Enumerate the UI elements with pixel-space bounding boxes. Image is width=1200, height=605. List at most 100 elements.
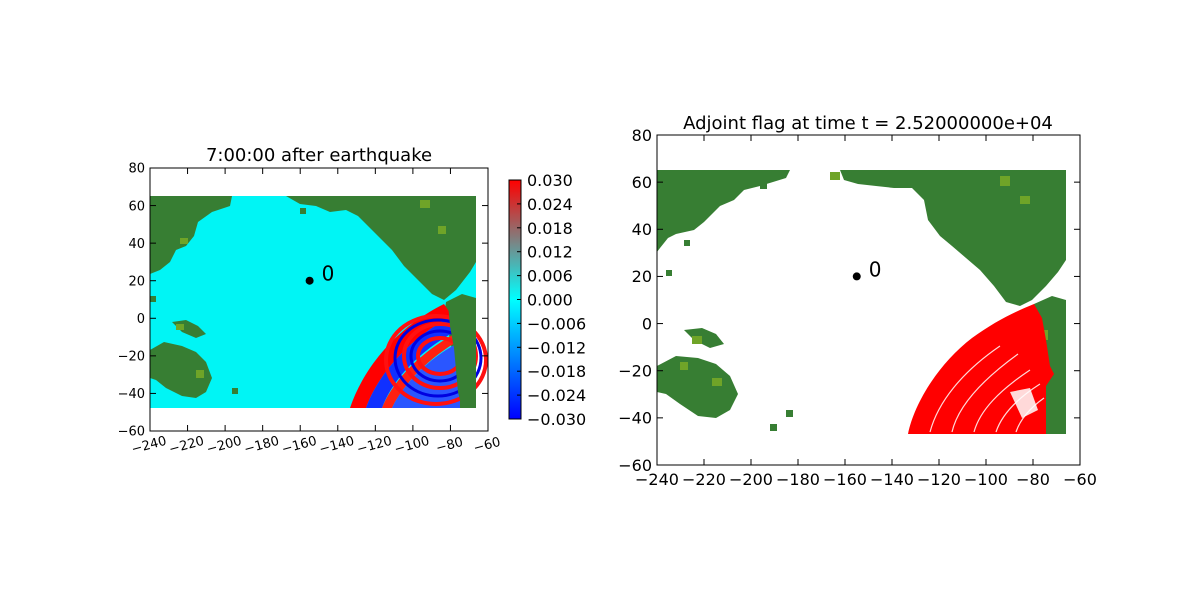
wave-ring <box>393 318 483 398</box>
land-new-guinea <box>684 328 724 348</box>
flag-gaps <box>929 345 1045 433</box>
land-south-america-overlay <box>448 296 476 408</box>
land-island <box>158 260 164 266</box>
land-island <box>232 388 238 394</box>
x-tick-label: −160 <box>280 434 318 458</box>
wave-crest-red <box>382 332 460 408</box>
land-australia <box>150 342 212 398</box>
land-highlight <box>176 324 184 330</box>
x-tick-label: −120 <box>355 434 393 458</box>
x-tick-label: −200 <box>729 470 773 489</box>
gauge-marker: 0 <box>852 257 882 281</box>
land-island <box>150 296 156 302</box>
land-highlight <box>680 362 688 370</box>
colorbar-tick-label: 0.006 <box>527 267 573 286</box>
y-tick-label: 40 <box>632 220 652 239</box>
colorbar-tick-label: 0.030 <box>527 171 573 190</box>
y-tick-label: −20 <box>618 361 652 380</box>
land-island <box>666 270 672 276</box>
x-tick-label: −80 <box>1016 470 1050 489</box>
surface-plot-panel: 7:00:00 after earthquake <box>118 145 587 457</box>
land-island <box>786 410 793 417</box>
adjoint-plot-y-ticks: 80 60 40 20 0 −20 −40 −60 <box>618 126 1080 475</box>
x-tick-label: −100 <box>393 434 431 458</box>
adjoint-flag-panel: Adjoint flag at time t = 2.52000000e+04 <box>618 113 1097 489</box>
colorbar-tick-label: −0.024 <box>527 386 586 405</box>
gauge-marker: 0 <box>305 262 335 286</box>
colorbar: 0.030 0.024 0.018 0.012 0.006 0.000 −0.006 −0.0… <box>508 171 586 429</box>
colorbar-tick-label: 0.012 <box>527 243 573 262</box>
x-tick-label: −140 <box>318 434 356 458</box>
adjoint-plot-area <box>657 170 1066 434</box>
surface-plot-x-ticks: −240 −220 −200 −180 −160 −140 −120 −100 −80 −60 <box>130 168 502 457</box>
flag-gap <box>973 369 1031 433</box>
colorbar-tick-label: −0.030 <box>527 410 586 429</box>
x-tick-label: −60 <box>472 435 502 457</box>
adjoint-plot-frame <box>656 134 1081 466</box>
gauge-dot <box>852 272 861 281</box>
surface-plot-area <box>150 196 488 408</box>
land-island <box>770 424 777 431</box>
adjoint-flag-region <box>908 304 1054 434</box>
y-tick-label: 80 <box>128 162 145 177</box>
y-tick-label: −20 <box>118 350 145 365</box>
colorbar-ticks: 0.030 0.024 0.018 0.012 0.006 0.000 −0.006 −0.0… <box>517 171 586 429</box>
land-island <box>760 182 767 189</box>
wave-front-red <box>350 304 452 408</box>
y-tick-label: 0 <box>642 314 652 333</box>
y-tick-label: 0 <box>137 312 145 327</box>
adjoint-plot-x-ticks: −240 −220 −200 −180 −160 −140 −120 −100 −80 −60 <box>635 135 1097 489</box>
y-tick-label: 40 <box>128 237 145 252</box>
colorbar-tick-label: −0.012 <box>527 338 586 357</box>
land-asia <box>150 196 232 274</box>
x-tick-label: −140 <box>870 470 914 489</box>
flag-gap-patch <box>1010 388 1038 418</box>
colorbar-tick-label: −0.006 <box>527 314 586 333</box>
flag-gap <box>929 345 1001 433</box>
land-north-america <box>286 196 476 300</box>
flagged-cells <box>908 304 1054 434</box>
x-tick-label: −60 <box>1063 470 1097 489</box>
y-tick-label: 60 <box>632 173 652 192</box>
land-highlight <box>1020 196 1030 204</box>
flag-gap <box>995 383 1041 433</box>
y-tick-label: 80 <box>632 126 652 145</box>
land-asia <box>657 170 790 252</box>
x-tick-label: −180 <box>776 470 820 489</box>
x-tick-label: −80 <box>434 435 464 457</box>
x-tick-label: −120 <box>917 470 961 489</box>
surface-plot-frame <box>149 167 489 432</box>
x-tick-label: −160 <box>823 470 867 489</box>
gauge-label: 0 <box>869 257 882 281</box>
x-tick-label: −100 <box>964 470 1008 489</box>
colorbar-tick-label: 0.024 <box>527 195 573 214</box>
land-highlight <box>196 370 204 378</box>
land-highlight <box>712 378 722 386</box>
land-highlight <box>180 238 188 244</box>
land-highlight <box>420 200 430 208</box>
colorbar-tick-label: −0.018 <box>527 362 586 381</box>
gauge-label: 0 <box>322 262 335 286</box>
y-tick-label: 60 <box>128 199 145 214</box>
adjoint-plot-title: Adjoint flag at time t = 2.52000000e+04 <box>683 113 1053 134</box>
land-north-america <box>840 170 1066 306</box>
x-tick-label: −220 <box>682 470 726 489</box>
land-island <box>706 206 713 213</box>
colorbar-tick-label: 0.000 <box>527 291 573 310</box>
x-tick-label: −220 <box>167 434 205 458</box>
land-highlight <box>692 336 702 344</box>
colorbar-tick-label: 0.018 <box>527 219 573 238</box>
x-tick-label: −240 <box>635 470 679 489</box>
tsunami-wavefield <box>350 296 488 408</box>
surface-plot-title: 7:00:00 after earthquake <box>206 145 432 166</box>
land-highlight <box>830 172 840 180</box>
land-australia <box>657 356 738 418</box>
y-tick-label: 20 <box>128 274 145 289</box>
land-island <box>300 208 306 214</box>
x-tick-label: −180 <box>243 434 281 458</box>
gauge-dot <box>305 276 314 285</box>
land-highlight <box>438 226 446 234</box>
wave-ring <box>384 314 488 406</box>
